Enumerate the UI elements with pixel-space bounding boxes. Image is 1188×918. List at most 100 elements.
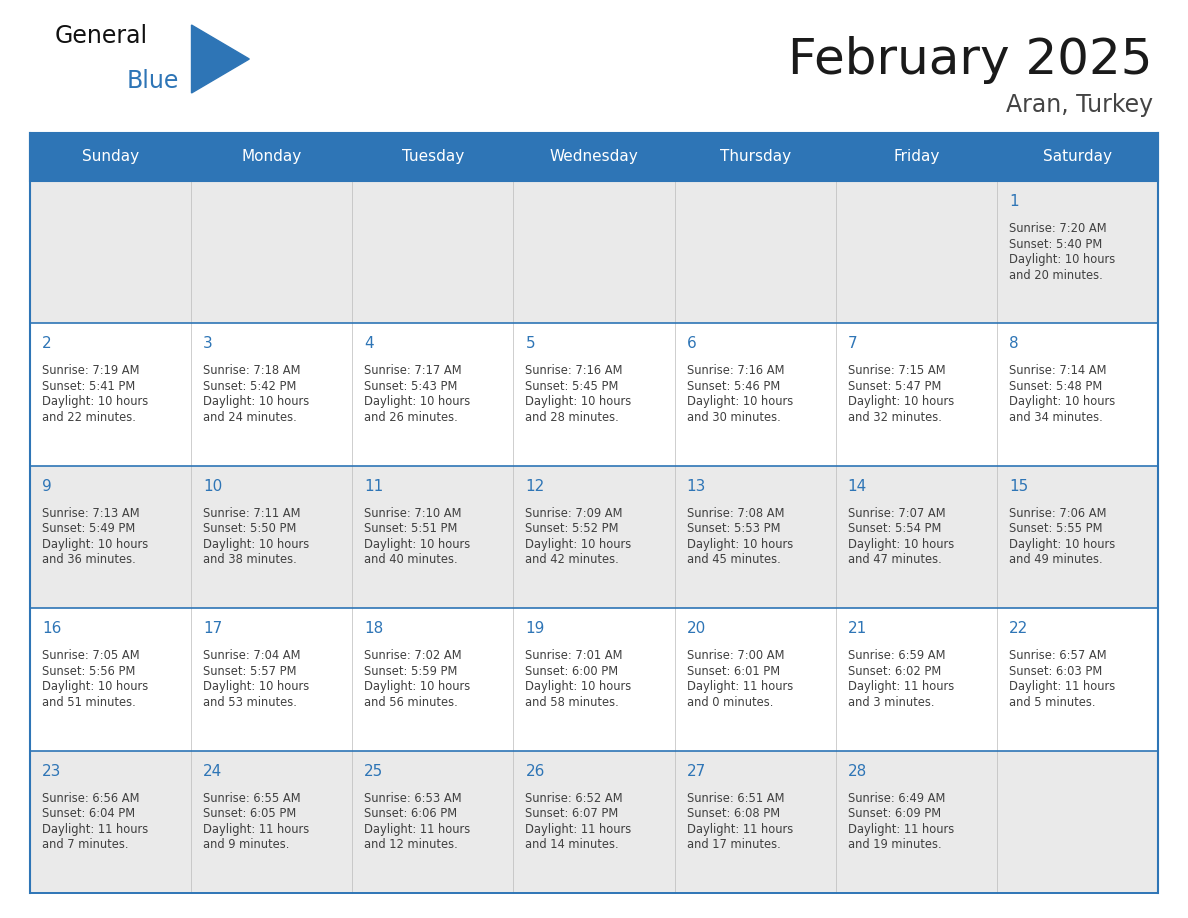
Text: and 28 minutes.: and 28 minutes. <box>525 411 619 424</box>
Text: Sunday: Sunday <box>82 150 139 164</box>
Text: and 0 minutes.: and 0 minutes. <box>687 696 773 709</box>
Bar <box>353 133 513 181</box>
Text: Sunset: 6:02 PM: Sunset: 6:02 PM <box>848 665 941 677</box>
Text: Sunset: 5:59 PM: Sunset: 5:59 PM <box>365 665 457 677</box>
Text: Sunrise: 7:01 AM: Sunrise: 7:01 AM <box>525 649 623 662</box>
Text: Daylight: 10 hours: Daylight: 10 hours <box>848 396 954 409</box>
Text: Daylight: 10 hours: Daylight: 10 hours <box>687 396 792 409</box>
Bar <box>30 181 1158 323</box>
Text: Daylight: 10 hours: Daylight: 10 hours <box>42 396 148 409</box>
Text: Sunset: 6:05 PM: Sunset: 6:05 PM <box>203 807 296 820</box>
Text: 4: 4 <box>365 336 374 352</box>
Text: and 51 minutes.: and 51 minutes. <box>42 696 135 709</box>
Text: Daylight: 11 hours: Daylight: 11 hours <box>365 823 470 835</box>
Text: and 30 minutes.: and 30 minutes. <box>687 411 781 424</box>
Bar <box>30 323 1158 465</box>
Text: Sunset: 6:06 PM: Sunset: 6:06 PM <box>365 807 457 820</box>
Text: 3: 3 <box>203 336 213 352</box>
Polygon shape <box>191 25 249 93</box>
Text: Sunrise: 7:14 AM: Sunrise: 7:14 AM <box>1009 364 1106 377</box>
Text: 19: 19 <box>525 621 545 636</box>
Text: 6: 6 <box>687 336 696 352</box>
Bar <box>30 133 1158 181</box>
Text: 8: 8 <box>1009 336 1018 352</box>
Text: Sunset: 5:41 PM: Sunset: 5:41 PM <box>42 380 135 393</box>
Text: 10: 10 <box>203 479 222 494</box>
Text: and 3 minutes.: and 3 minutes. <box>848 696 934 709</box>
Text: Daylight: 10 hours: Daylight: 10 hours <box>203 680 309 693</box>
Text: and 9 minutes.: and 9 minutes. <box>203 838 290 851</box>
Text: February 2025: February 2025 <box>789 36 1154 84</box>
Text: and 7 minutes.: and 7 minutes. <box>42 838 128 851</box>
Text: Daylight: 10 hours: Daylight: 10 hours <box>1009 396 1116 409</box>
Text: and 58 minutes.: and 58 minutes. <box>525 696 619 709</box>
Text: Daylight: 10 hours: Daylight: 10 hours <box>687 538 792 551</box>
Text: Sunset: 5:55 PM: Sunset: 5:55 PM <box>1009 522 1102 535</box>
Text: and 17 minutes.: and 17 minutes. <box>687 838 781 851</box>
Text: Sunset: 5:51 PM: Sunset: 5:51 PM <box>365 522 457 535</box>
Text: Daylight: 11 hours: Daylight: 11 hours <box>1009 680 1116 693</box>
Text: 20: 20 <box>687 621 706 636</box>
Text: Sunrise: 7:20 AM: Sunrise: 7:20 AM <box>1009 222 1106 235</box>
Text: Sunset: 5:48 PM: Sunset: 5:48 PM <box>1009 380 1102 393</box>
Text: Sunset: 5:43 PM: Sunset: 5:43 PM <box>365 380 457 393</box>
Text: Sunset: 5:52 PM: Sunset: 5:52 PM <box>525 522 619 535</box>
Text: Daylight: 10 hours: Daylight: 10 hours <box>42 680 148 693</box>
Text: Sunset: 5:49 PM: Sunset: 5:49 PM <box>42 522 135 535</box>
Text: Sunset: 6:08 PM: Sunset: 6:08 PM <box>687 807 779 820</box>
Text: and 47 minutes.: and 47 minutes. <box>848 554 941 566</box>
Text: 14: 14 <box>848 479 867 494</box>
Text: Monday: Monday <box>241 150 302 164</box>
Text: Sunrise: 7:10 AM: Sunrise: 7:10 AM <box>365 507 462 520</box>
Text: Sunrise: 7:00 AM: Sunrise: 7:00 AM <box>687 649 784 662</box>
Text: Sunrise: 6:49 AM: Sunrise: 6:49 AM <box>848 791 946 804</box>
Text: Wednesday: Wednesday <box>550 150 638 164</box>
Text: Sunset: 5:54 PM: Sunset: 5:54 PM <box>848 522 941 535</box>
Text: Sunset: 6:04 PM: Sunset: 6:04 PM <box>42 807 135 820</box>
Text: 5: 5 <box>525 336 535 352</box>
Text: Daylight: 11 hours: Daylight: 11 hours <box>848 680 954 693</box>
Text: Sunrise: 7:13 AM: Sunrise: 7:13 AM <box>42 507 140 520</box>
Text: and 22 minutes.: and 22 minutes. <box>42 411 135 424</box>
Text: and 49 minutes.: and 49 minutes. <box>1009 554 1102 566</box>
Text: Sunrise: 7:17 AM: Sunrise: 7:17 AM <box>365 364 462 377</box>
Text: Sunrise: 7:05 AM: Sunrise: 7:05 AM <box>42 649 140 662</box>
Text: Sunrise: 7:08 AM: Sunrise: 7:08 AM <box>687 507 784 520</box>
Text: and 36 minutes.: and 36 minutes. <box>42 554 135 566</box>
Text: Sunset: 5:57 PM: Sunset: 5:57 PM <box>203 665 297 677</box>
Text: 1: 1 <box>1009 194 1018 209</box>
Text: and 24 minutes.: and 24 minutes. <box>203 411 297 424</box>
Text: 26: 26 <box>525 764 545 778</box>
Text: 21: 21 <box>848 621 867 636</box>
Text: Sunrise: 7:06 AM: Sunrise: 7:06 AM <box>1009 507 1106 520</box>
Text: and 12 minutes.: and 12 minutes. <box>365 838 459 851</box>
Text: 18: 18 <box>365 621 384 636</box>
Text: Daylight: 10 hours: Daylight: 10 hours <box>365 396 470 409</box>
Text: Sunset: 5:42 PM: Sunset: 5:42 PM <box>203 380 297 393</box>
Text: Sunrise: 7:09 AM: Sunrise: 7:09 AM <box>525 507 623 520</box>
Text: Sunset: 6:03 PM: Sunset: 6:03 PM <box>1009 665 1102 677</box>
Text: Sunrise: 7:07 AM: Sunrise: 7:07 AM <box>848 507 946 520</box>
Text: 23: 23 <box>42 764 62 778</box>
Text: and 26 minutes.: and 26 minutes. <box>365 411 459 424</box>
Text: 7: 7 <box>848 336 858 352</box>
Text: Blue: Blue <box>127 69 179 93</box>
Bar <box>30 465 1158 609</box>
Text: 17: 17 <box>203 621 222 636</box>
Bar <box>997 133 1158 181</box>
Text: Sunrise: 6:52 AM: Sunrise: 6:52 AM <box>525 791 623 804</box>
Text: Daylight: 10 hours: Daylight: 10 hours <box>1009 538 1116 551</box>
Text: Daylight: 10 hours: Daylight: 10 hours <box>525 680 632 693</box>
Text: Friday: Friday <box>893 150 940 164</box>
Text: and 5 minutes.: and 5 minutes. <box>1009 696 1095 709</box>
Text: Sunset: 6:09 PM: Sunset: 6:09 PM <box>848 807 941 820</box>
Text: Daylight: 11 hours: Daylight: 11 hours <box>203 823 309 835</box>
Bar <box>675 133 835 181</box>
Text: Sunrise: 6:53 AM: Sunrise: 6:53 AM <box>365 791 462 804</box>
Text: Daylight: 10 hours: Daylight: 10 hours <box>525 396 632 409</box>
Text: 15: 15 <box>1009 479 1028 494</box>
Text: and 45 minutes.: and 45 minutes. <box>687 554 781 566</box>
Text: and 32 minutes.: and 32 minutes. <box>848 411 942 424</box>
Text: Sunrise: 7:04 AM: Sunrise: 7:04 AM <box>203 649 301 662</box>
Text: and 40 minutes.: and 40 minutes. <box>365 554 457 566</box>
